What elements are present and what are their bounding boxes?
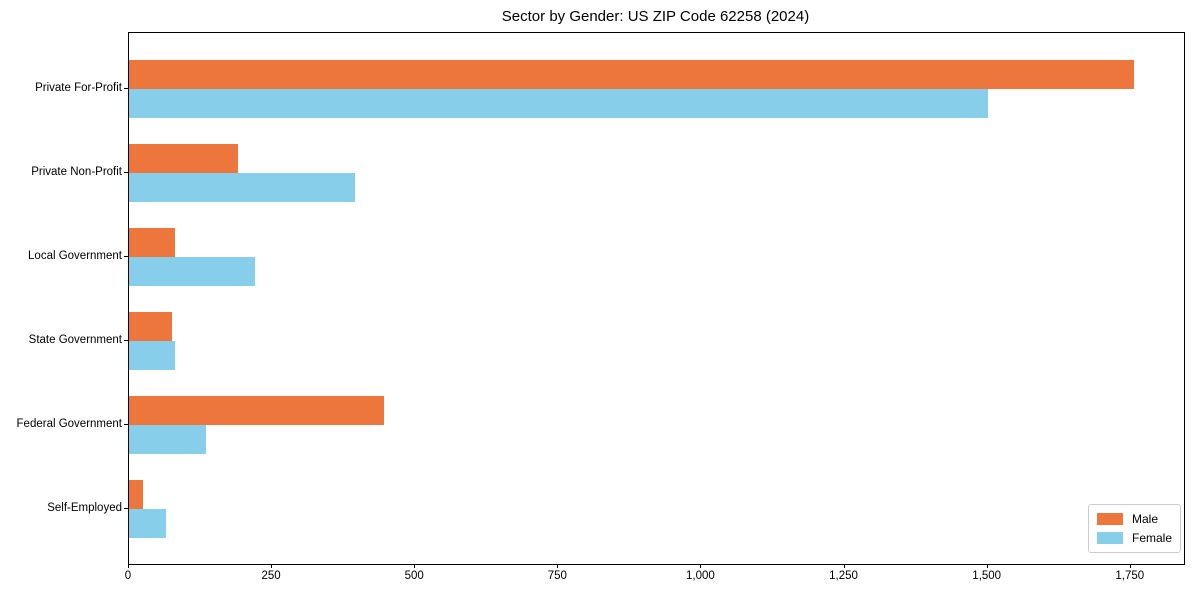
x-tick-label-0: 0 [124,570,132,582]
x-tick-label-1: 250 [261,570,281,582]
bar-male-2 [129,228,175,257]
y-tick-mark-4 [124,424,128,425]
legend-item-male: Male [1097,512,1172,526]
x-tick-mark-7 [1129,564,1131,568]
x-tick-mark-0 [128,564,129,568]
bar-male-1 [129,144,238,173]
legend: Male Female [1088,504,1181,553]
y-tick-label-3: State Government [28,334,122,346]
x-tick-mark-2 [414,564,416,568]
x-tick-label-2: 500 [404,570,424,582]
bar-female-0 [129,89,988,118]
bar-male-4 [129,396,384,425]
bar-male-3 [129,312,172,341]
x-tick-mark-1 [271,564,273,568]
y-tick-label-1: Private Non-Profit [31,166,122,178]
plot-area [128,32,1185,565]
x-tick-label-3: 750 [547,570,567,582]
bar-male-0 [129,60,1134,89]
female-color-swatch-icon [1097,531,1123,544]
y-tick-mark-2 [124,256,128,257]
x-tick-mark-4 [700,564,702,568]
bar-female-2 [129,257,255,286]
x-tick-label-7: 1,750 [1115,570,1145,582]
bar-female-3 [129,341,175,370]
x-tick-label-6: 1,500 [972,570,1002,582]
x-tick-mark-6 [986,564,988,568]
chart-title: Sector by Gender: US ZIP Code 62258 (202… [501,8,810,25]
male-color-swatch-icon [1097,513,1123,526]
x-tick-label-4: 1,000 [686,570,715,582]
y-tick-label-0: Private For-Profit [35,82,122,94]
x-tick-mark-5 [843,564,845,568]
y-tick-mark-1 [124,172,128,173]
y-tick-label-5: Self-Employed [47,502,122,514]
bar-female-1 [129,173,356,202]
y-tick-label-2: Local Government [28,250,122,262]
y-tick-label-4: Federal Government [16,418,122,430]
y-tick-mark-0 [124,88,128,89]
legend-item-female: Female [1097,531,1172,545]
bar-male-5 [129,480,144,509]
y-tick-mark-5 [124,508,128,509]
y-tick-mark-3 [124,340,128,341]
bar-female-4 [129,425,207,454]
legend-label-male: Male [1132,512,1159,527]
x-tick-mark-3 [557,564,559,568]
legend-label-female: Female [1131,530,1172,545]
x-tick-label-5: 1,250 [829,570,858,582]
bar-female-5 [129,509,167,538]
